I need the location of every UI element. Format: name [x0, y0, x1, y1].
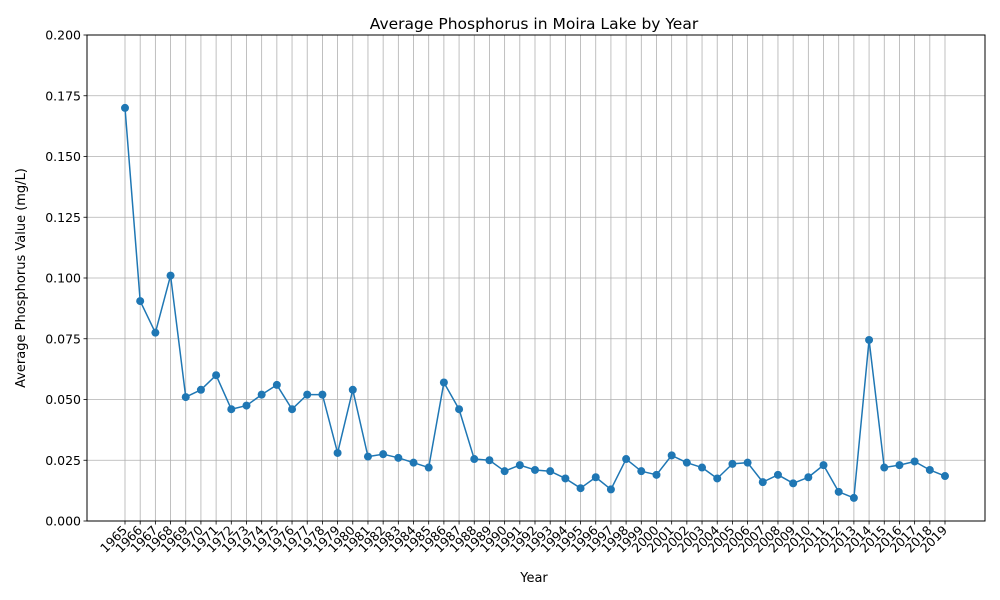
- data-point: [561, 474, 570, 483]
- data-point: [242, 401, 251, 410]
- y-tick-label: 0.050: [45, 392, 81, 407]
- data-point: [910, 457, 919, 466]
- y-tick-label: 0.025: [45, 453, 81, 468]
- data-point: [394, 453, 403, 462]
- data-point: [576, 484, 585, 493]
- data-point: [333, 448, 342, 457]
- data-point: [804, 473, 813, 482]
- data-point: [789, 479, 798, 488]
- data-point: [470, 455, 479, 464]
- data-point: [485, 456, 494, 465]
- data-point: [606, 485, 615, 494]
- data-point: [151, 328, 160, 337]
- data-point: [865, 335, 874, 344]
- data-point: [212, 371, 221, 380]
- data-point: [288, 405, 297, 414]
- y-tick-label: 0.075: [45, 331, 81, 346]
- data-point: [409, 458, 418, 467]
- data-point: [591, 473, 600, 482]
- data-point: [546, 467, 555, 476]
- data-point: [318, 390, 327, 399]
- y-tick-label: 0.125: [45, 210, 81, 225]
- data-point: [728, 459, 737, 468]
- data-point: [515, 461, 524, 470]
- data-point: [363, 452, 372, 461]
- y-axis-label: Average Phosphorus Value (mg/L): [14, 168, 29, 388]
- data-point: [500, 467, 509, 476]
- data-point: [743, 458, 752, 467]
- series: [121, 103, 949, 502]
- data-point: [196, 385, 205, 394]
- chart-title: Average Phosphorus in Moira Lake by Year: [370, 15, 699, 33]
- data-point: [682, 458, 691, 467]
- data-point: [439, 378, 448, 387]
- data-point: [622, 455, 631, 464]
- y-tick-label: 0.150: [45, 149, 81, 164]
- data-point: [637, 467, 646, 476]
- data-point: [455, 405, 464, 414]
- data-point: [698, 463, 707, 472]
- data-point: [849, 493, 858, 502]
- data-point: [880, 463, 889, 472]
- data-point: [713, 474, 722, 483]
- data-point: [652, 470, 661, 479]
- data-point: [227, 405, 236, 414]
- data-point: [379, 450, 388, 459]
- data-point: [925, 465, 934, 474]
- data-point: [136, 297, 145, 306]
- data-point: [272, 380, 281, 389]
- data-point: [773, 470, 782, 479]
- data-point: [819, 461, 828, 470]
- data-point: [941, 472, 949, 481]
- data-point: [166, 271, 175, 280]
- y-tick-label: 0.100: [45, 271, 81, 286]
- data-point: [834, 487, 843, 496]
- data-point: [121, 103, 129, 112]
- x-axis-label: Year: [519, 571, 548, 586]
- data-point: [181, 393, 190, 402]
- y-tick-label: 0.175: [45, 88, 81, 103]
- data-point: [895, 461, 904, 470]
- data-point: [303, 390, 312, 399]
- data-point: [758, 478, 767, 487]
- data-point: [424, 463, 433, 472]
- y-axis: 0.000 0.025 0.050 0.075 0.100 0.125 0.150 0.175…: [45, 28, 87, 529]
- data-point: [667, 451, 676, 460]
- data-point: [257, 390, 266, 399]
- y-tick-label: 0.200: [45, 28, 81, 43]
- y-tick-label: 0.000: [45, 514, 81, 529]
- data-point: [348, 385, 357, 394]
- data-point: [531, 465, 539, 474]
